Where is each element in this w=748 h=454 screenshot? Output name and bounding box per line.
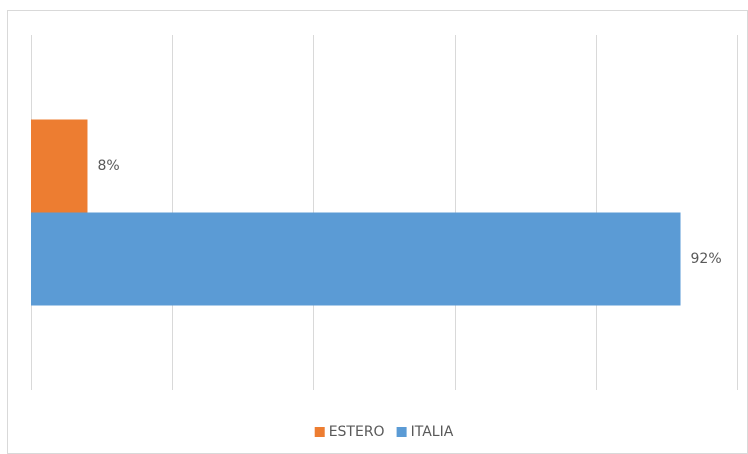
legend-swatch [396, 427, 407, 437]
data-label: 8% [97, 158, 119, 174]
data-label: 92% [691, 251, 722, 267]
bar [31, 119, 88, 213]
bar [31, 212, 681, 306]
legend-label: ESTERO [329, 424, 385, 440]
legend-label: ITALIA [411, 424, 454, 440]
legend-swatch [314, 427, 325, 437]
